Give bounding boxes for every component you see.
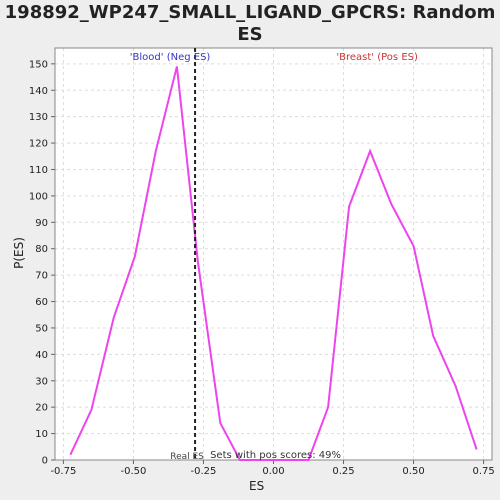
y-tick-label: 10	[35, 429, 48, 440]
y-tick-label: 90	[35, 218, 48, 229]
y-tick-label: 100	[29, 191, 48, 202]
y-tick-label: 80	[35, 244, 48, 255]
x-tick-label: -0.75	[50, 466, 76, 477]
y-tick-label: 0	[42, 456, 48, 467]
x-tick-label: 0.75	[472, 466, 494, 477]
y-tick-label: 70	[35, 271, 48, 282]
y-tick-label: 60	[35, 297, 48, 308]
y-tick-label: 120	[29, 139, 48, 150]
series-line	[69, 66, 478, 461]
y-tick-label: 130	[29, 112, 48, 123]
x-axis-title: ES	[249, 479, 265, 493]
y-axis-title: P(ES)	[12, 237, 26, 269]
y-tick-label: 20	[35, 403, 48, 414]
x-ticks: -0.75 -0.50 -0.25 0.00 0.25 0.50 0.75	[50, 460, 495, 477]
y-tick-label: 50	[35, 323, 48, 334]
pos-es-label: 'Breast' (Pos ES)	[336, 52, 418, 63]
y-tick-label: 150	[29, 59, 48, 70]
pos-score-label: Sets with pos scores: 49%	[210, 450, 341, 461]
real-es-label: Real ES	[170, 452, 204, 462]
y-tick-label: 30	[35, 376, 48, 387]
x-tick-label: -0.50	[120, 466, 146, 477]
neg-es-label: 'Blood' (Neg ES)	[130, 52, 211, 63]
x-tick-label: 0.00	[262, 466, 284, 477]
x-tick-label: -0.25	[191, 466, 217, 477]
y-tick-label: 40	[35, 350, 48, 361]
x-tick-label: 0.25	[332, 466, 354, 477]
grid	[55, 48, 492, 461]
y-ticks: 0 10 20 30 40 50 60 70 80 90 100 110 120 130 140 150	[29, 59, 55, 467]
chart-title-line1: 198892_WP247_SMALL_LIGAND_GPCRS: Random …	[4, 2, 496, 45]
x-tick-label: 0.50	[402, 466, 424, 477]
y-tick-label: 140	[29, 86, 48, 97]
y-tick-label: 110	[29, 165, 48, 176]
